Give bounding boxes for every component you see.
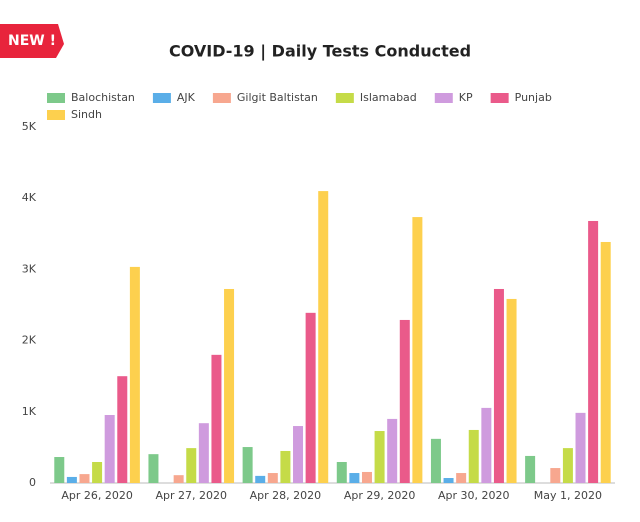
y-tick-label: 3K (22, 262, 37, 275)
bar (550, 468, 561, 483)
legend-label: Balochistan (71, 91, 135, 104)
y-tick-label: 5K (22, 120, 37, 133)
bar (600, 241, 611, 483)
bar (506, 298, 517, 483)
legend-swatch (212, 93, 231, 103)
bar (305, 312, 316, 483)
bar (280, 450, 291, 483)
x-tick-label: Apr 30, 2020 (438, 489, 510, 502)
bar (267, 473, 278, 483)
bar (211, 354, 222, 483)
bar (54, 457, 65, 483)
bar (66, 476, 77, 483)
badge-text: NEW ! (8, 33, 56, 49)
bar (588, 220, 599, 483)
legend-label: AJK (177, 91, 196, 104)
legend-swatch (335, 93, 354, 103)
bar (562, 448, 573, 483)
y-tick-label: 2K (22, 334, 37, 347)
x-tick-label: Apr 27, 2020 (155, 489, 227, 502)
bar (443, 478, 454, 483)
legend-label: Punjab (515, 91, 552, 104)
bar (117, 376, 128, 483)
x-tick-label: Apr 29, 2020 (344, 489, 416, 502)
y-tick-label: 1K (22, 405, 37, 418)
bar (525, 455, 536, 483)
bar (224, 288, 235, 483)
bar (399, 319, 410, 483)
bar (493, 288, 504, 483)
bar (198, 423, 209, 483)
bar (173, 475, 184, 483)
legend-swatch (434, 93, 453, 103)
bar (430, 438, 441, 483)
legend-swatch (490, 93, 509, 103)
y-tick-label: 0 (29, 476, 36, 489)
legend-swatch (47, 110, 65, 120)
x-tick-label: May 1, 2020 (534, 489, 602, 502)
bar (92, 461, 103, 483)
bar (361, 471, 372, 483)
bar (104, 415, 115, 483)
x-tick-label: Apr 28, 2020 (250, 489, 322, 502)
bar (255, 475, 266, 483)
legend-label: Islamabad (360, 91, 417, 104)
x-tick-label: Apr 26, 2020 (61, 489, 133, 502)
legend-swatch (47, 93, 65, 103)
bar (336, 461, 347, 483)
legend-label: KP (459, 91, 473, 104)
legend-swatch (152, 93, 171, 103)
legend-label: Sindh (71, 108, 102, 121)
bar (129, 266, 140, 483)
bar (374, 431, 385, 483)
bar (318, 191, 329, 483)
bar (387, 418, 398, 483)
bar (349, 473, 360, 483)
bar (293, 426, 304, 483)
bar (575, 412, 586, 483)
chart-title: COVID-19 | Daily Tests Conducted (169, 42, 471, 62)
bar (186, 448, 197, 483)
badge (0, 24, 64, 58)
bar (148, 454, 159, 483)
bar (79, 474, 90, 483)
bar (242, 447, 253, 483)
bar (481, 407, 492, 483)
bar (456, 473, 467, 483)
bar (412, 217, 423, 483)
y-tick-label: 4K (22, 191, 37, 204)
legend-label: Gilgit Baltistan (237, 91, 318, 104)
bar (468, 429, 479, 483)
